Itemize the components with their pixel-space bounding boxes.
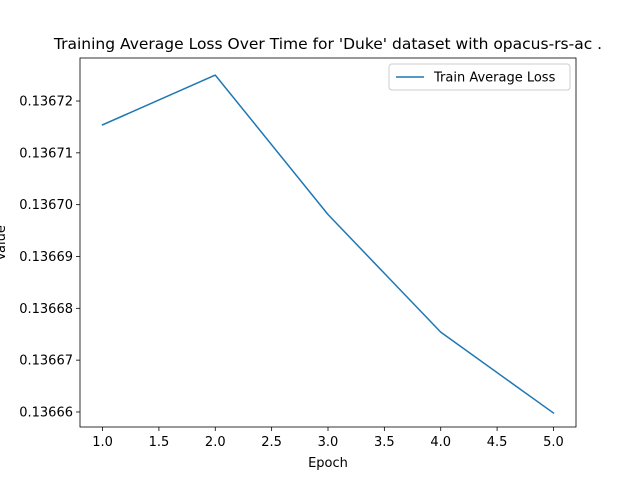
x-tick-label: 4.0	[430, 435, 451, 450]
y-tick-label: 0.13672	[19, 95, 73, 110]
x-tick-label: 2.5	[261, 435, 282, 450]
y-axis: 0.13666 0.13667 0.13668 0.13669 0.13670 0.136…	[19, 95, 80, 420]
legend-label: Train Average Loss	[433, 71, 556, 86]
x-tick-label: 3.5	[374, 435, 395, 450]
x-tick-label: 5.0	[543, 435, 564, 450]
legend: Train Average Loss	[388, 63, 571, 91]
x-tick-label: 2.0	[205, 435, 226, 450]
y-tick-label: 0.13669	[19, 250, 73, 265]
y-tick-label: 0.13671	[19, 146, 73, 161]
y-axis-label: Value	[0, 225, 9, 261]
y-tick-label: 0.13670	[19, 198, 73, 213]
x-tick-label: 4.5	[487, 435, 508, 450]
x-tick-label: 1.5	[149, 435, 170, 450]
y-tick-label: 0.13667	[19, 354, 73, 369]
x-tick-label: 1.0	[92, 435, 113, 450]
y-tick-label: 0.13668	[19, 302, 73, 317]
legend-box	[388, 63, 571, 91]
chart-title: Training Average Loss Over Time for 'Duk…	[53, 35, 602, 53]
x-axis: 1.0 1.5 2.0 2.5 3.0 3.5 4.0 4.5 5.0	[92, 427, 564, 450]
x-tick-label: 3.0	[318, 435, 339, 450]
series-line-0	[101, 74, 555, 415]
x-axis-label: Epoch	[308, 456, 348, 471]
y-tick-label: 0.13666	[19, 405, 73, 420]
